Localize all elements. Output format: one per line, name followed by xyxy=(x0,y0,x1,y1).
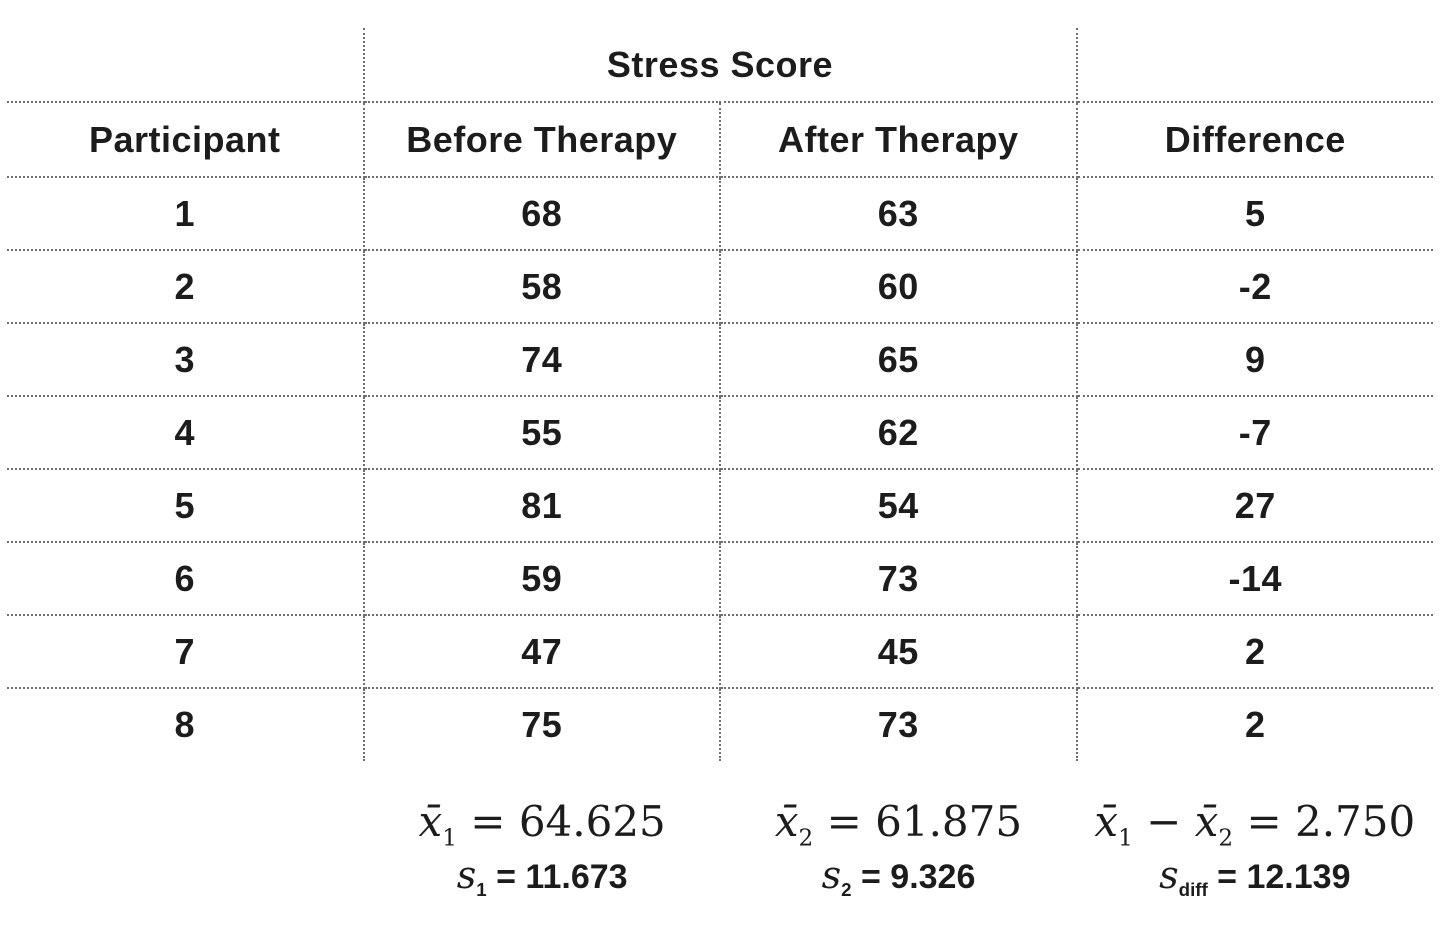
sd-value: = 11.673 xyxy=(486,858,628,897)
xbar-symbol: x̄ xyxy=(774,797,799,846)
table-cell: 59 xyxy=(363,542,721,616)
sd-subscript: 1 xyxy=(476,879,487,901)
table-cell: 9 xyxy=(1076,323,1433,397)
table-cell: 54 xyxy=(720,469,1078,543)
table-cell: 5 xyxy=(7,469,365,543)
column-header-before-therapy: Before Therapy xyxy=(363,102,721,178)
column-header-difference: Difference xyxy=(1076,102,1433,178)
table-cell: 6 xyxy=(7,542,365,616)
sd-subscript: 2 xyxy=(841,879,852,901)
table-cell: 4 xyxy=(7,396,365,470)
table-row: 3 74 65 9 xyxy=(7,323,1433,397)
table-cell: 3 xyxy=(7,323,365,397)
sd-subscript: diff xyxy=(1178,879,1208,901)
table-cell: 1 xyxy=(7,177,365,251)
group-header-row: Stress Score xyxy=(7,28,1433,103)
sd-difference-line: sdiff = 12.139 xyxy=(1077,853,1433,899)
xbar-symbol: x̄ xyxy=(1194,797,1219,846)
table-cell: -7 xyxy=(1076,396,1433,470)
mean-value: = 2.750 xyxy=(1233,797,1416,846)
table-cell: 2 xyxy=(7,250,365,324)
table-row: 7 47 45 2 xyxy=(7,615,1433,689)
table-cell: 62 xyxy=(720,396,1078,470)
mean-difference-line: x̄1 − x̄2 = 2.750 xyxy=(1077,797,1433,850)
table-row: 4 55 62 -7 xyxy=(7,396,1433,470)
stress-score-table: Stress Score Participant Before Therapy … xyxy=(7,28,1433,761)
s-symbol: s xyxy=(1159,853,1179,898)
table-cell: 2 xyxy=(1076,615,1433,689)
table-cell: -14 xyxy=(1076,542,1433,616)
table-row: 2 58 60 -2 xyxy=(7,250,1433,324)
group-header-stress-score: Stress Score xyxy=(363,28,1078,103)
table-cell: 60 xyxy=(720,250,1078,324)
table-cell: -2 xyxy=(1076,250,1433,324)
table-cell: 75 xyxy=(363,688,721,761)
s-symbol: s xyxy=(456,853,477,898)
column-header-row: Participant Before Therapy After Therapy… xyxy=(7,102,1433,178)
summary-stats: x̄1 = 64.625 s1 = 11.673 x̄2 = 61.875 s2… xyxy=(364,797,1433,899)
mean-after-line: x̄2 = 61.875 xyxy=(720,797,1076,850)
mean-subscript: 1 xyxy=(442,825,457,852)
table-row: 5 81 54 27 xyxy=(7,469,1433,543)
mean-subscript: 2 xyxy=(798,825,814,852)
table-cell: 58 xyxy=(363,250,721,324)
table-cell: 74 xyxy=(363,323,721,397)
sd-before-line: s1 = 11.673 xyxy=(364,853,720,899)
mean-value: = 64.625 xyxy=(456,797,666,846)
table-cell: 5 xyxy=(1076,177,1433,251)
s-symbol: s xyxy=(821,853,842,898)
table-cell: 73 xyxy=(720,542,1078,616)
group-header-right-spacer xyxy=(1076,28,1433,103)
table-cell: 65 xyxy=(720,323,1078,397)
page: Stress Score Participant Before Therapy … xyxy=(7,28,1433,899)
table-cell: 55 xyxy=(363,396,721,470)
summary-before: x̄1 = 64.625 s1 = 11.673 xyxy=(364,797,720,899)
table-cell: 7 xyxy=(7,615,365,689)
table-cell: 2 xyxy=(1244,704,1266,745)
xbar-symbol: x̄ xyxy=(1094,797,1119,846)
group-header-left-spacer xyxy=(7,28,365,103)
minus-sign: − xyxy=(1132,797,1195,846)
mean-before-line: x̄1 = 64.625 xyxy=(364,797,720,850)
summary-after: x̄2 = 61.875 s2 = 9.326 xyxy=(720,797,1076,899)
summary-difference: x̄1 − x̄2 = 2.750 sdiff = 12.139 xyxy=(1077,797,1433,899)
table-row: 1 68 63 5 xyxy=(7,177,1433,251)
table-row: 6 59 73 -14 xyxy=(7,542,1433,616)
xbar-symbol: x̄ xyxy=(418,797,443,846)
mean-subscript: 2 xyxy=(1218,825,1234,852)
column-header-after-therapy: After Therapy xyxy=(720,102,1078,178)
column-header-participant: Participant xyxy=(7,102,365,178)
table-cell: 81 xyxy=(363,469,721,543)
table-cell: 63 xyxy=(720,177,1078,251)
table-row: 8 75 73 2 xyxy=(7,688,1433,761)
table-cell: 47 xyxy=(363,615,721,689)
sd-after-line: s2 = 9.326 xyxy=(720,853,1076,899)
mean-subscript: 1 xyxy=(1118,825,1133,852)
mean-value: = 61.875 xyxy=(813,797,1023,846)
table-cell: 68 xyxy=(363,177,721,251)
table-cell: 45 xyxy=(720,615,1078,689)
sd-value: = 12.139 xyxy=(1207,858,1351,897)
table-cell: 27 xyxy=(1076,469,1433,543)
table-cell: 8 xyxy=(7,688,365,761)
table-cell: 73 xyxy=(720,688,1078,761)
sd-value: = 9.326 xyxy=(851,858,976,897)
